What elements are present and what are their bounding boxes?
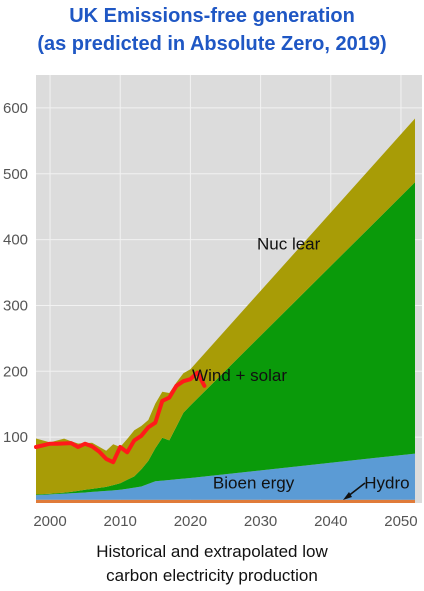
annotations: Nuc lear Wind + solar Bioen ergy Hydro — [192, 234, 410, 492]
area-bioenergy — [36, 453, 415, 500]
chart-subtitle: (as predicted in Absolute Zero, 2019) — [37, 33, 387, 55]
chart-title: UK Emissions-free generation — [69, 5, 355, 27]
x-tick-2020: 2020 — [174, 513, 207, 530]
x-tick-2030: 2030 — [244, 513, 277, 530]
y-tick-300: 300 — [3, 297, 28, 314]
area-hydro — [36, 499, 415, 503]
y-tick-600: 600 — [3, 100, 28, 117]
caption-line-1: Historical and extrapolated low — [96, 542, 328, 561]
y-tick-100: 100 — [3, 429, 28, 446]
x-tick-2040: 2040 — [314, 513, 347, 530]
area-series — [36, 118, 415, 503]
x-tick-2050: 2050 — [384, 513, 417, 530]
y-tick-400: 400 — [3, 232, 28, 249]
tick-labels: 100 200 300 400 500 600 2000 2010 2020 2030 2040 20… — [3, 100, 418, 530]
caption-line-2: carbon electricity production — [106, 566, 318, 585]
x-tick-2010: 2010 — [104, 513, 137, 530]
area-nuclear — [36, 118, 415, 495]
hydro-arrow-head — [343, 492, 352, 500]
y-tick-500: 500 — [3, 166, 28, 183]
label-bioen-ergy: Bioen ergy — [213, 474, 295, 493]
label-nuc-lear: Nuc lear — [257, 234, 321, 253]
historical-total-line — [34, 370, 207, 465]
y-tick-200: 200 — [3, 363, 28, 380]
label-hydro: Hydro — [364, 474, 409, 493]
historical-line-group — [34, 370, 207, 465]
x-tick-2000: 2000 — [33, 513, 66, 530]
label-wind-solar: Wind + solar — [192, 366, 287, 385]
area-wind-solar — [36, 182, 415, 496]
